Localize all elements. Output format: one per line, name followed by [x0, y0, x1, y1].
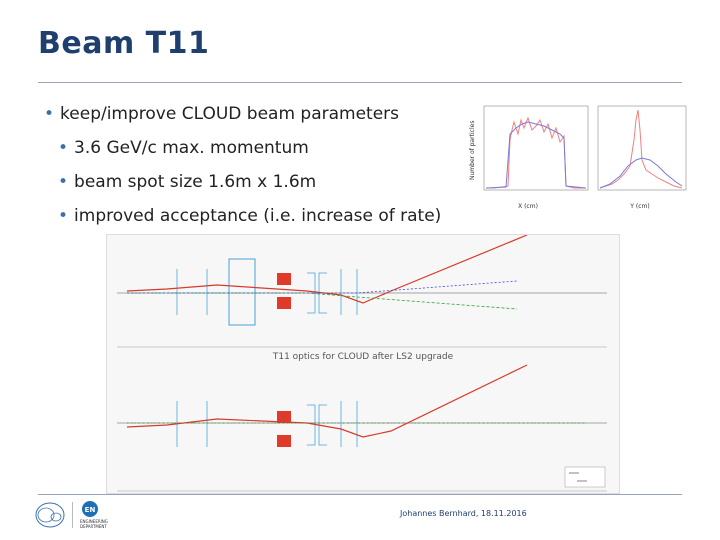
bullet-item: • keep/improve CLOUD beam parameters — [44, 104, 441, 124]
histogram-x-image: Number of particles X (cm) — [466, 100, 594, 212]
en-logo-text: EN — [85, 506, 96, 514]
slide-title: Beam T11 — [38, 26, 210, 61]
cern-logo-icon — [35, 502, 65, 528]
bullet-dot-icon: • — [58, 206, 69, 226]
bullet-dot-icon: • — [58, 138, 69, 158]
footer-divider — [38, 494, 682, 495]
bullet-text: beam spot size 1.6m x 1.6m — [74, 172, 317, 192]
bullet-list: • keep/improve CLOUD beam parameters • 3.6… — [44, 104, 441, 240]
bullet-dot-icon: • — [58, 172, 69, 192]
histogram-ylabel: Number of particles — [469, 121, 476, 180]
en-department-text: ENGINEERING DEPARTMENT — [80, 519, 108, 529]
footer-separator — [72, 502, 73, 528]
bullet-item: • 3.6 GeV/c max. momentum — [58, 138, 441, 158]
bullet-dot-icon: • — [44, 104, 55, 124]
optics-caption: T11 optics for CLOUD after LS2 upgrade — [272, 352, 454, 362]
histogram-y-label: Y (cm) — [629, 203, 649, 210]
footer-author-date: Johannes Bernhard, 18.11.2016 — [400, 509, 527, 518]
bullet-text: improved acceptance (i.e. increase of ra… — [74, 206, 442, 226]
title-divider — [38, 82, 682, 83]
bullet-item: • beam spot size 1.6m x 1.6m — [58, 172, 441, 192]
bullet-text: 3.6 GeV/c max. momentum — [74, 138, 309, 158]
en-department-logo-icon: EN — [82, 501, 98, 517]
bullet-text: keep/improve CLOUD beam parameters — [60, 104, 400, 124]
histogram-x-label: X (cm) — [518, 203, 538, 210]
histogram-y-image: Y (cm) — [596, 100, 692, 212]
bullet-item: • improved acceptance (i.e. increase of r… — [58, 206, 441, 226]
beam-optics-diagram: T11 optics for CLOUD after LS2 upgrade — [106, 234, 620, 494]
